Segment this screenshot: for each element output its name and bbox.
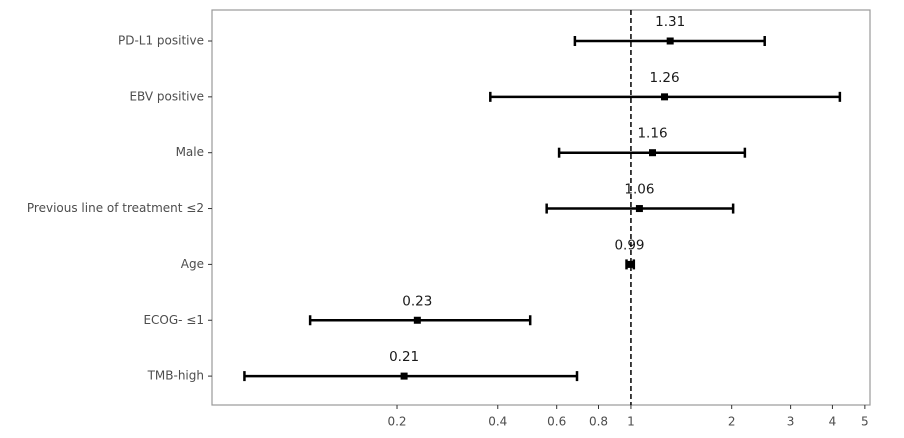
estimate-point (413, 316, 421, 324)
y-tick-label: EBV positive (129, 89, 204, 103)
x-tick-label: 3 (787, 415, 795, 429)
value-label: 1.06 (624, 182, 654, 198)
value-label: 0.99 (614, 237, 644, 253)
plot-panel (211, 9, 871, 406)
estimate-point (666, 37, 674, 45)
y-tick-label: PD-L1 positive (118, 34, 204, 48)
x-tick-label: 1 (627, 415, 635, 429)
estimate-point (661, 93, 669, 101)
estimate-point (625, 260, 633, 268)
x-tick-label: 2 (728, 415, 736, 429)
y-tick-label: Age (181, 257, 204, 271)
x-tick-label: 4 (829, 415, 837, 429)
x-tick-label: 0.4 (488, 415, 507, 429)
value-label: 1.16 (637, 126, 667, 142)
estimate-point (635, 205, 643, 213)
y-tick-label: ECOG- ≤1 (143, 313, 204, 327)
estimate-point (649, 149, 657, 157)
y-tick-label: Male (176, 145, 204, 159)
x-tick-label: 5 (861, 415, 869, 429)
x-tick-label: 0.6 (547, 415, 566, 429)
value-label: 1.26 (649, 70, 679, 86)
y-tick-label: Previous line of treatment ≤2 (27, 201, 204, 215)
x-tick-label: 0.2 (387, 415, 406, 429)
x-tick-label: 0.8 (589, 415, 608, 429)
estimate-point (400, 372, 408, 380)
value-label: 0.23 (402, 293, 432, 309)
value-label: 0.21 (389, 349, 419, 365)
value-label: 1.31 (655, 14, 685, 30)
y-tick-label: TMB-high (147, 369, 204, 383)
